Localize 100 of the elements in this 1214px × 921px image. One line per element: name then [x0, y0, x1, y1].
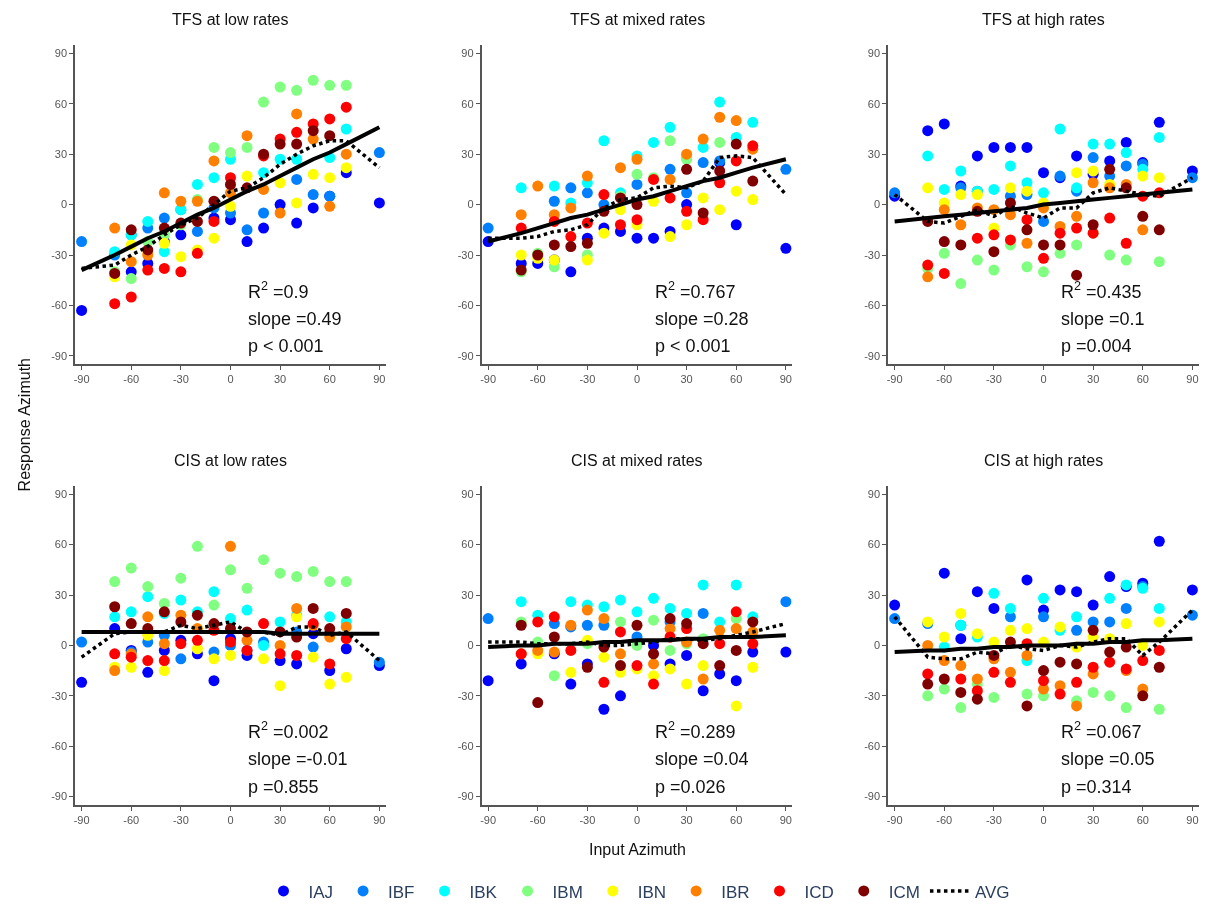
x-tick-label: 0: [1040, 373, 1047, 386]
annotation: slope =-0.01: [248, 749, 348, 769]
x-tick-label: -60: [123, 813, 140, 826]
y-tick-label: 30: [461, 148, 474, 161]
x-tick-label: -30: [579, 373, 596, 386]
x-tick-label: -90: [886, 373, 903, 386]
x-tick-label: 30: [1087, 373, 1100, 386]
y-tick-label: 60: [461, 97, 474, 110]
y-tick-label: 90: [461, 47, 474, 60]
annotation: p =0.855: [248, 777, 319, 797]
y-tick-label: -60: [457, 740, 474, 753]
y-tick-label: 90: [867, 488, 881, 501]
y-tick-label: 0: [60, 198, 68, 211]
annotation: p =0.004: [1061, 336, 1132, 356]
annotation: p =0.026: [655, 777, 726, 797]
x-tick-label: 90: [1186, 813, 1199, 826]
y-tick-label: -60: [864, 740, 881, 753]
y-tick-label: 60: [867, 538, 881, 551]
x-tick-label: 0: [633, 813, 641, 826]
y-tick-label: 30: [54, 588, 68, 601]
y-tick-label: -30: [864, 248, 881, 261]
annotation: slope =0.49: [248, 309, 342, 329]
chart-title: TFS at high rates: [982, 11, 1105, 28]
annotation: slope =0.28: [655, 309, 749, 329]
y-axis-title: Response Azimuth: [16, 358, 34, 492]
x-tick-label: -90: [480, 373, 497, 386]
x-tick-label: 60: [1136, 373, 1149, 386]
x-tick-label: 0: [227, 373, 234, 386]
x-tick-label: -60: [529, 813, 546, 826]
legend-label: IBR: [721, 882, 750, 902]
chart-title: CIS at high rates: [984, 452, 1104, 469]
annotation: slope =0.1: [1061, 309, 1145, 329]
y-tick-label: -90: [51, 349, 68, 362]
y-tick-label: -90: [864, 790, 881, 803]
x-tick-label: -90: [73, 813, 90, 826]
y-tick-label: 90: [867, 47, 881, 60]
annotation: slope =0.05: [1061, 749, 1155, 769]
x-tick-label: 30: [680, 813, 693, 826]
x-tick-label: -90: [73, 373, 90, 386]
x-tick-label: -30: [172, 373, 189, 386]
annotation: R$^{2}$ =0.067: [1061, 719, 1142, 742]
legend-label: IBF: [388, 882, 415, 902]
y-tick-label: -60: [864, 299, 881, 312]
chart-title: CIS at low rates: [174, 452, 287, 469]
legend-label: AVG: [974, 882, 1010, 902]
annotation: slope =0.04: [655, 749, 749, 769]
y-tick-label: 60: [867, 97, 881, 110]
legend-label: ICD: [804, 882, 834, 902]
y-tick-label: -90: [864, 349, 881, 362]
legend-label: IBN: [637, 882, 667, 902]
y-tick-label: -90: [51, 790, 68, 803]
x-tick-label: -30: [172, 813, 189, 826]
x-tick-label: 90: [1186, 373, 1199, 386]
annotation: R$^{2}$ =0.002: [248, 719, 329, 742]
y-tick-label: 0: [60, 639, 68, 652]
annotation: p < 0.001: [655, 336, 731, 356]
y-tick-label: -30: [457, 248, 474, 261]
x-tick-label: 90: [373, 813, 386, 826]
x-tick-label: 30: [273, 373, 287, 386]
y-tick-label: -30: [864, 689, 881, 702]
legend-label: ICM: [888, 882, 920, 902]
x-tick-label: 60: [730, 813, 743, 826]
y-tick-label: -30: [51, 248, 68, 261]
y-tick-label: 30: [867, 148, 881, 161]
y-tick-label: 60: [54, 538, 68, 551]
x-tick-label: -90: [480, 813, 497, 826]
y-tick-label: -30: [457, 689, 474, 702]
x-tick-label: 30: [680, 373, 693, 386]
annotation: R$^{2}$ =0.767: [655, 279, 736, 302]
x-tick-label: 0: [227, 813, 234, 826]
chart-title: TFS at mixed rates: [570, 11, 706, 28]
y-tick-label: 0: [873, 639, 881, 652]
y-tick-label: -60: [51, 299, 68, 312]
x-tick-label: 0: [1040, 813, 1047, 826]
x-axis-title: Input Azimuth: [589, 841, 686, 858]
legend-label: IAJ: [308, 882, 334, 902]
legend-label: IBM: [552, 882, 583, 902]
x-tick-label: -60: [936, 373, 953, 386]
x-tick-label: 0: [633, 373, 641, 386]
x-tick-label: 60: [323, 373, 336, 386]
annotation: R$^{2}$ =0.435: [1061, 279, 1142, 302]
x-tick-label: -30: [579, 813, 596, 826]
y-tick-label: -60: [457, 299, 474, 312]
y-tick-label: -60: [51, 740, 68, 753]
y-tick-label: 30: [867, 588, 881, 601]
legend-label: IBK: [469, 882, 498, 902]
chart-title: CIS at mixed rates: [571, 452, 703, 469]
y-tick-label: 0: [467, 198, 474, 211]
y-tick-label: 0: [467, 639, 474, 652]
y-tick-label: 0: [873, 198, 881, 211]
x-tick-label: -30: [985, 813, 1002, 826]
y-tick-label: -90: [457, 790, 474, 803]
y-tick-label: 90: [461, 488, 474, 501]
x-tick-label: -30: [985, 373, 1002, 386]
x-tick-label: 60: [323, 813, 336, 826]
annotation: p =0.314: [1061, 777, 1132, 797]
annotation: R$^{2}$ =0.289: [655, 719, 736, 742]
x-tick-label: 90: [373, 373, 386, 386]
x-tick-label: 60: [1136, 813, 1149, 826]
y-tick-label: 60: [461, 538, 474, 551]
